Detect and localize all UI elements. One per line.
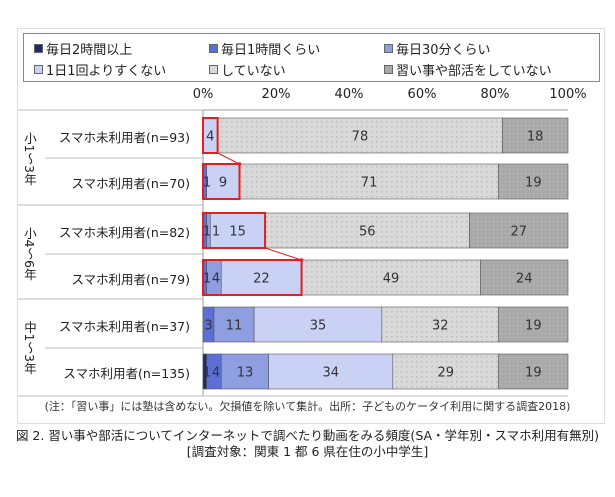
row-label: スマホ利用者(n=70): [71, 176, 190, 191]
data-label: 4: [206, 130, 214, 145]
legend-item: 毎日30分くらい: [384, 39, 491, 58]
data-label: 19: [525, 366, 542, 381]
highlight-arrow: [217, 152, 240, 165]
data-label: 4: [212, 366, 220, 381]
row-label: スマホ未利用者(n=93): [58, 130, 190, 145]
data-label: 11: [226, 319, 243, 334]
legend-item: していない: [209, 60, 286, 79]
data-label: 3: [204, 319, 212, 334]
bar-segment: [220, 353, 270, 390]
data-label: 22: [253, 272, 270, 287]
data-label: 15: [229, 225, 246, 240]
row-label: スマホ利用者(n=79): [71, 272, 190, 287]
figure-caption: 図 2. 習い事や部活についてインターネットで調べたり動画をみる頻度(SA・学年…: [15, 428, 600, 443]
bar-segment: [392, 353, 499, 390]
legend-label: 毎日30分くらい: [396, 43, 491, 58]
data-label: 34: [322, 366, 339, 381]
data-label: 71: [361, 176, 378, 191]
legend-item: 習い事や部活をしていない: [384, 60, 552, 79]
legend-swatch: [34, 65, 43, 74]
data-label: 13: [237, 366, 254, 381]
highlight-box: [202, 259, 303, 296]
bar-segment: [210, 212, 266, 249]
bar-segment: [206, 163, 240, 200]
legend-item: 1日1回よりすくない: [34, 60, 166, 79]
legend-item: 毎日1時間くらい: [209, 39, 320, 58]
highlight-arrow: [264, 247, 302, 261]
bar-segment: [498, 353, 569, 390]
bar-segment: [253, 306, 383, 343]
figure-subcaption: [調査対象：関東 1 都 6 県在住の小中学生]: [186, 444, 429, 459]
legend-label: 1日1回よりすくない: [46, 64, 167, 79]
x-tick-label: 60%: [407, 87, 437, 102]
row-label: スマホ未利用者(n=82): [58, 225, 190, 240]
legend: 毎日2時間以上 毎日1時間くらい 毎日30分くらい 1日1回よりすくない していない 習い…: [23, 33, 600, 82]
data-label: 78: [352, 130, 369, 145]
legend-swatch: [209, 44, 218, 53]
data-label: 1: [212, 225, 220, 240]
highlight-box: [202, 212, 267, 249]
bar-segment: [469, 212, 569, 249]
footnote: (注：「習い事」には塾は含めない。欠損値を除いて集計。出所：子どものケータイ利用…: [44, 400, 571, 413]
data-label: 29: [437, 366, 454, 381]
data-label: 4: [212, 272, 220, 287]
bar-segment: [301, 259, 481, 296]
legend-swatch: [34, 44, 43, 53]
legend-swatch: [384, 44, 393, 53]
x-tick-label: 40%: [334, 87, 364, 102]
bar-segment: [498, 306, 569, 343]
highlight-box: [202, 117, 219, 154]
row-label: スマホ未利用者(n=37): [58, 319, 190, 334]
data-label: 1: [203, 225, 211, 240]
data-label: 19: [525, 176, 542, 191]
bottom-text: (注：「習い事」には塾は含めない。欠損値を除いて集計。出所：子どものケータイ利用…: [0, 400, 615, 460]
highlight-box: [202, 163, 241, 200]
legend-label: 毎日1時間くらい: [221, 43, 321, 58]
data-label: 27: [510, 225, 527, 240]
x-tick-label: 80%: [480, 87, 510, 102]
data-label: 1: [203, 366, 211, 381]
group-label: 小4～6年: [22, 227, 37, 281]
bar-segment: [381, 306, 499, 343]
data-label: 18: [527, 130, 544, 145]
bar-segment: [268, 353, 394, 390]
legend-label: していない: [221, 64, 286, 79]
legend-item: 毎日2時間以上: [34, 39, 132, 58]
bar-segment: [217, 117, 503, 154]
bar-segment: [501, 117, 569, 154]
x-tick-label: 20%: [261, 87, 291, 102]
arrow-head: [237, 162, 242, 166]
bar-segment: [480, 259, 569, 296]
legend-swatch: [209, 65, 218, 74]
group-label: 小1～3年: [22, 132, 37, 186]
legend-swatch: [384, 65, 393, 74]
bar-segment: [239, 163, 499, 200]
x-tick-label: 100%: [549, 87, 587, 102]
x-tick-label: 0%: [192, 87, 214, 102]
data-label: 56: [359, 225, 376, 240]
data-label: 1: [203, 272, 211, 287]
data-label: 9: [219, 176, 227, 191]
legend-label: 習い事や部活をしていない: [396, 64, 552, 79]
bar-segment: [213, 306, 255, 343]
data-label: 32: [432, 319, 449, 334]
data-label: 1: [203, 176, 211, 191]
data-label: 49: [383, 272, 400, 287]
row-label: スマホ利用者(n=135): [63, 366, 190, 381]
data-label: 24: [516, 272, 533, 287]
data-label: 19: [525, 319, 542, 334]
group-label: 中1～3年: [22, 321, 37, 375]
arrow-head: [299, 258, 304, 262]
data-label: 35: [310, 319, 327, 334]
bar-segment: [498, 163, 569, 200]
chart-frame: [17, 28, 605, 424]
legend-label: 毎日2時間以上: [46, 43, 133, 58]
